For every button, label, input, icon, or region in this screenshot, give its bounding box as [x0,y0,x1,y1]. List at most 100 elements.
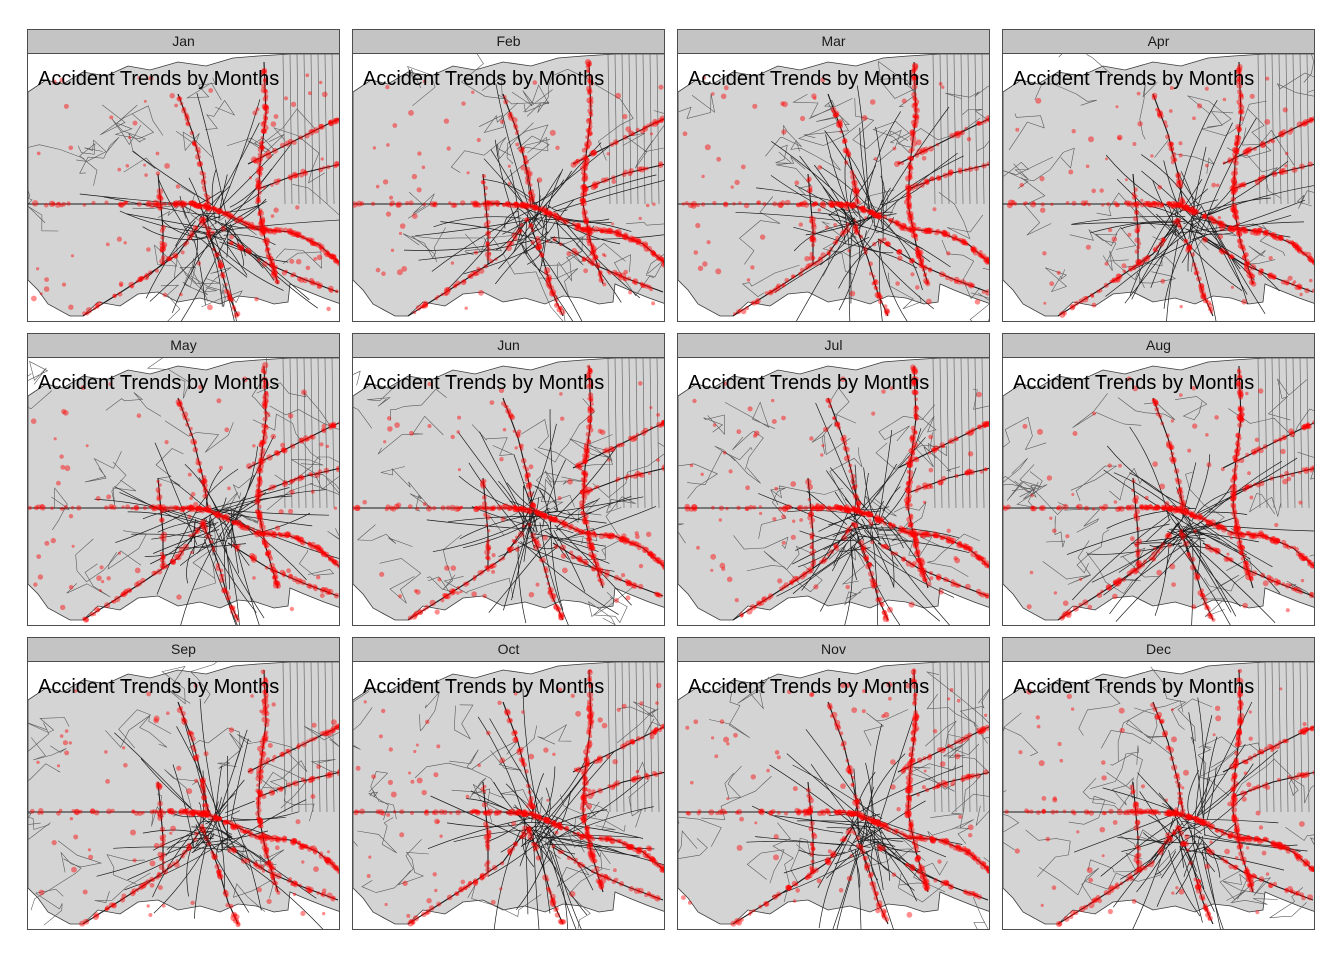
accident-point [660,561,664,568]
accident-point [711,92,715,96]
accident-point [936,575,942,581]
accident-point [1252,228,1257,232]
accident-point [315,546,321,552]
accident-point [953,279,959,285]
accident-point [259,524,266,531]
accident-point [1112,277,1118,283]
accident-point [1137,241,1142,246]
accident-points [681,62,989,317]
facet-panel-mar: Mar Accident Trends by Months [677,29,990,332]
accident-point [1243,561,1247,565]
accident-point [1248,576,1254,582]
accident-point [906,192,911,198]
accident-point [291,272,297,278]
accident-point [1278,168,1285,175]
accident-point [912,112,919,119]
accident-point [1136,228,1141,232]
accident-point [336,465,339,471]
accident-point [790,274,796,279]
accident-point [635,432,640,436]
accident-point [116,236,122,242]
accident-point [298,578,303,584]
accident-point [540,207,546,212]
accident-point [901,223,907,230]
accident-point [1237,543,1244,551]
accident-point [124,200,129,205]
accident-point [259,523,264,528]
accident-point [478,268,485,274]
district-boundary [28,360,49,385]
accident-point [540,557,546,563]
accident-point [327,555,334,562]
accident-point [194,506,200,512]
accident-point [1245,530,1250,536]
accident-point [771,419,777,424]
accident-point [268,261,275,268]
accident-point [907,211,914,217]
accident-point [1257,227,1263,233]
accident-point [586,437,590,441]
accident-point [1242,554,1247,559]
accident-point [265,552,270,556]
accident-point [579,197,585,203]
accident-point [278,532,283,538]
road [447,206,520,289]
accident-point [573,160,579,166]
accident-point [906,480,911,485]
accident-point [584,452,590,459]
accident-point [257,212,262,217]
district-boundary [1182,514,1243,537]
accident-point [905,175,912,182]
accident-point [804,266,809,271]
accident-point [913,413,918,418]
road [1156,213,1184,242]
accident-point [692,506,698,512]
accident-point [155,171,161,176]
accident-point [609,229,615,235]
accident-point [331,256,335,261]
accident-point [650,553,657,560]
accident-point [800,115,806,122]
accident-point [1238,539,1243,544]
accident-point [415,506,420,511]
accident-point [808,503,815,510]
accident-point [1129,504,1136,511]
accident-point [621,538,627,543]
accident-point [60,604,66,611]
accident-point [1236,64,1243,70]
accident-point [1238,416,1245,424]
accident-point [907,213,913,219]
accident-point [657,559,663,565]
district-boundary [571,540,619,560]
district-boundary [567,528,598,544]
accident-point [287,138,294,144]
accident-point [181,411,189,418]
accident-point [1216,525,1222,531]
accident-point [598,277,604,283]
accident-point [582,214,587,219]
accident-point [838,202,845,209]
accident-point [487,201,494,207]
road [846,516,892,532]
accident-point [273,574,277,579]
accident-point [869,521,874,527]
accident-point [260,531,265,537]
accident-point [778,506,783,511]
accident-point [204,205,210,211]
accident-point [953,556,958,561]
accident-point [83,616,89,623]
district-boundary [875,442,946,470]
accident-point [508,505,513,511]
accident-point [628,235,635,242]
accident-point [863,250,868,255]
accident-point [1234,523,1241,529]
road [206,209,222,264]
accident-point [870,513,874,518]
accident-point [1168,145,1175,152]
accident-point [1232,212,1239,220]
accident-point [456,430,460,434]
accident-point [159,246,166,253]
accident-point [857,200,861,205]
accident-point [952,236,958,241]
accident-point [589,395,594,401]
